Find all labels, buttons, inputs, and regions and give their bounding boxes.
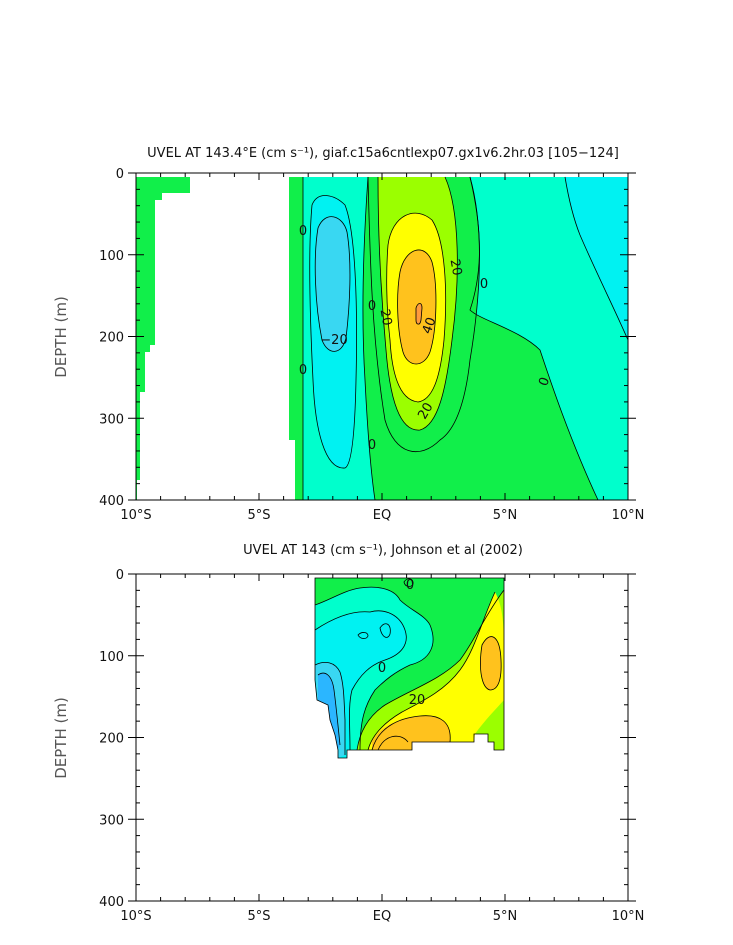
obs-y-axis-title: DEPTH (m) bbox=[52, 697, 70, 779]
contour-label: 20 bbox=[409, 693, 426, 708]
x-tick-label: 5°S bbox=[247, 909, 270, 924]
contour-label: 0 bbox=[368, 299, 376, 314]
x-tick-label: EQ bbox=[373, 508, 391, 523]
contour-label: 20 bbox=[447, 258, 465, 277]
model-y-axis-title: DEPTH (m) bbox=[52, 296, 70, 378]
contour-label: 0 bbox=[299, 363, 307, 378]
model-contour-line bbox=[469, 176, 599, 501]
contour-label: 20 bbox=[415, 400, 436, 422]
x-tick-label: 10°S bbox=[120, 909, 151, 924]
obs-panel: UVEL AT 143 (cm s⁻¹), Johnson et al (200… bbox=[52, 543, 644, 924]
obs-contour-line bbox=[314, 661, 346, 755]
y-tick-label: 100 bbox=[99, 650, 124, 665]
y-tick-label: 0 bbox=[116, 568, 124, 583]
obs-contour-line bbox=[377, 735, 409, 751]
model-contour-line bbox=[415, 303, 423, 325]
obs-contour-line bbox=[480, 636, 502, 691]
x-tick-label: 5°N bbox=[493, 909, 518, 924]
x-tick-label: EQ bbox=[373, 909, 391, 924]
model-panel-title: UVEL AT 143.4°E (cm s⁻¹), giaf.c15a6cntl… bbox=[147, 146, 619, 161]
obs-contour-line bbox=[367, 591, 496, 751]
obs-contour-line bbox=[357, 632, 369, 639]
model-contour-line bbox=[314, 216, 351, 352]
y-tick-label: 400 bbox=[99, 494, 124, 509]
model-contour-labels: 0 0 0 0 0 −20 20 20 20 40 bbox=[299, 224, 488, 453]
model-contour-line bbox=[362, 176, 376, 501]
obs-fill-30 bbox=[368, 592, 504, 750]
y-tick-label: 200 bbox=[99, 732, 124, 747]
model-contour-line bbox=[386, 212, 447, 403]
model-fill-0-east bbox=[470, 177, 628, 500]
model-fill-neg20 bbox=[315, 216, 350, 352]
obs-fill-40 bbox=[480, 636, 502, 690]
obs-contour-fills bbox=[315, 578, 504, 758]
contour-label: 0 bbox=[406, 578, 414, 593]
x-tick-label: 10°S bbox=[120, 508, 151, 523]
model-contour-line bbox=[564, 176, 629, 341]
obs-contour-line bbox=[379, 623, 391, 638]
x-tick-label: 10°N bbox=[612, 508, 645, 523]
y-tick-label: 0 bbox=[116, 167, 124, 182]
obs-contour-line bbox=[314, 586, 434, 751]
contour-label: 0 bbox=[480, 277, 488, 292]
model-contour-line bbox=[397, 249, 437, 365]
model-contour-lines bbox=[302, 176, 629, 501]
y-tick-label: 400 bbox=[99, 895, 124, 910]
obs-data-boundary bbox=[314, 577, 505, 759]
contour-label: −20 bbox=[320, 333, 347, 348]
obs-contour-lines bbox=[314, 577, 505, 759]
contour-label: 20 bbox=[377, 308, 395, 327]
obs-panel-title: UVEL AT 143 (cm s⁻¹), Johnson et al (200… bbox=[243, 543, 523, 558]
obs-contour-labels: 0 0 20 bbox=[378, 578, 425, 708]
x-tick-label: 5°S bbox=[247, 508, 270, 523]
x-tick-label: 5°N bbox=[493, 508, 518, 523]
obs-contour-line bbox=[314, 610, 407, 751]
obs-contour-line bbox=[403, 578, 414, 587]
model-fill-west-ocean bbox=[136, 177, 190, 500]
model-contour-fills bbox=[136, 177, 628, 500]
y-tick-label: 300 bbox=[99, 412, 124, 427]
obs-contour-line bbox=[317, 672, 341, 746]
model-contour-line bbox=[367, 176, 480, 453]
contour-label: 0 bbox=[378, 661, 386, 676]
contour-label: 0 bbox=[299, 224, 307, 239]
y-tick-label: 100 bbox=[99, 249, 124, 264]
model-panel: UVEL AT 143.4°E (cm s⁻¹), giaf.c15a6cntl… bbox=[52, 146, 644, 523]
y-tick-label: 300 bbox=[99, 813, 124, 828]
obs-fill-50 bbox=[378, 736, 412, 750]
x-tick-label: 10°N bbox=[612, 909, 645, 924]
model-fill-50 bbox=[416, 303, 422, 325]
contour-label: 40 bbox=[420, 315, 440, 336]
model-fill-neg10-east bbox=[565, 177, 628, 340]
y-tick-label: 200 bbox=[99, 331, 124, 346]
model-contour-line bbox=[309, 195, 357, 469]
contour-label: 0 bbox=[368, 438, 376, 453]
obs-contour-line bbox=[371, 715, 451, 751]
model-contour-line bbox=[377, 176, 458, 431]
